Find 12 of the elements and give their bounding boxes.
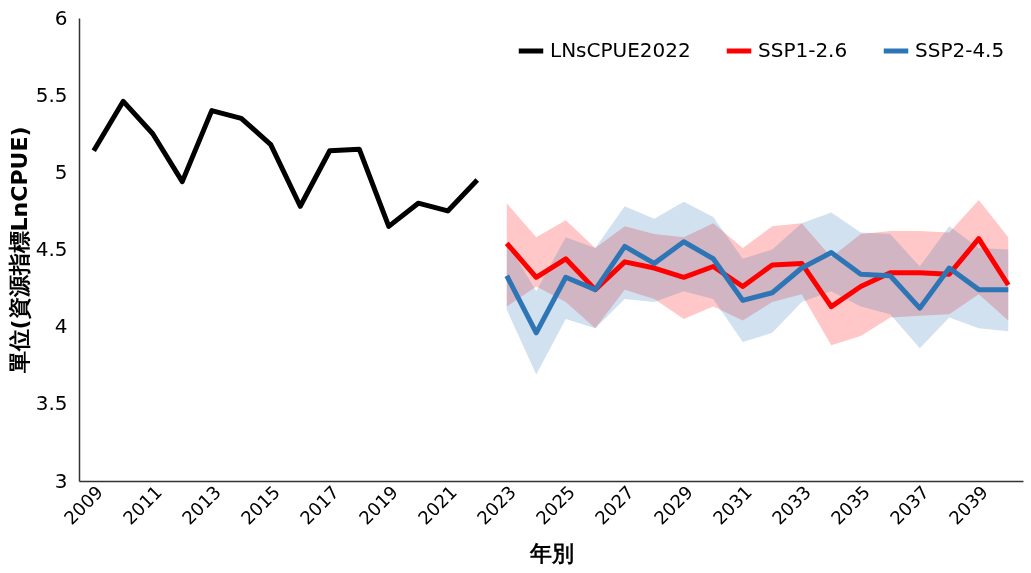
y-tick-label: 6	[54, 5, 68, 30]
y-tick-label: 4.5	[35, 237, 68, 261]
legend-label: SSP1-2.6	[758, 38, 848, 62]
legend-label: SSP2-4.5	[915, 38, 1005, 62]
y-tick-label: 3.5	[35, 391, 68, 416]
y-tick-label: 5.5	[35, 82, 68, 107]
y-tick-label: 4	[54, 314, 68, 339]
y-tick-label: 3	[54, 468, 68, 493]
y-tick-label: 5	[54, 159, 68, 184]
x-axis-title: 年別	[528, 540, 574, 566]
legend-label: LNsCPUE2022	[550, 38, 691, 62]
y-axis-title: 單位(資源指標LnCPUE)	[6, 126, 32, 375]
